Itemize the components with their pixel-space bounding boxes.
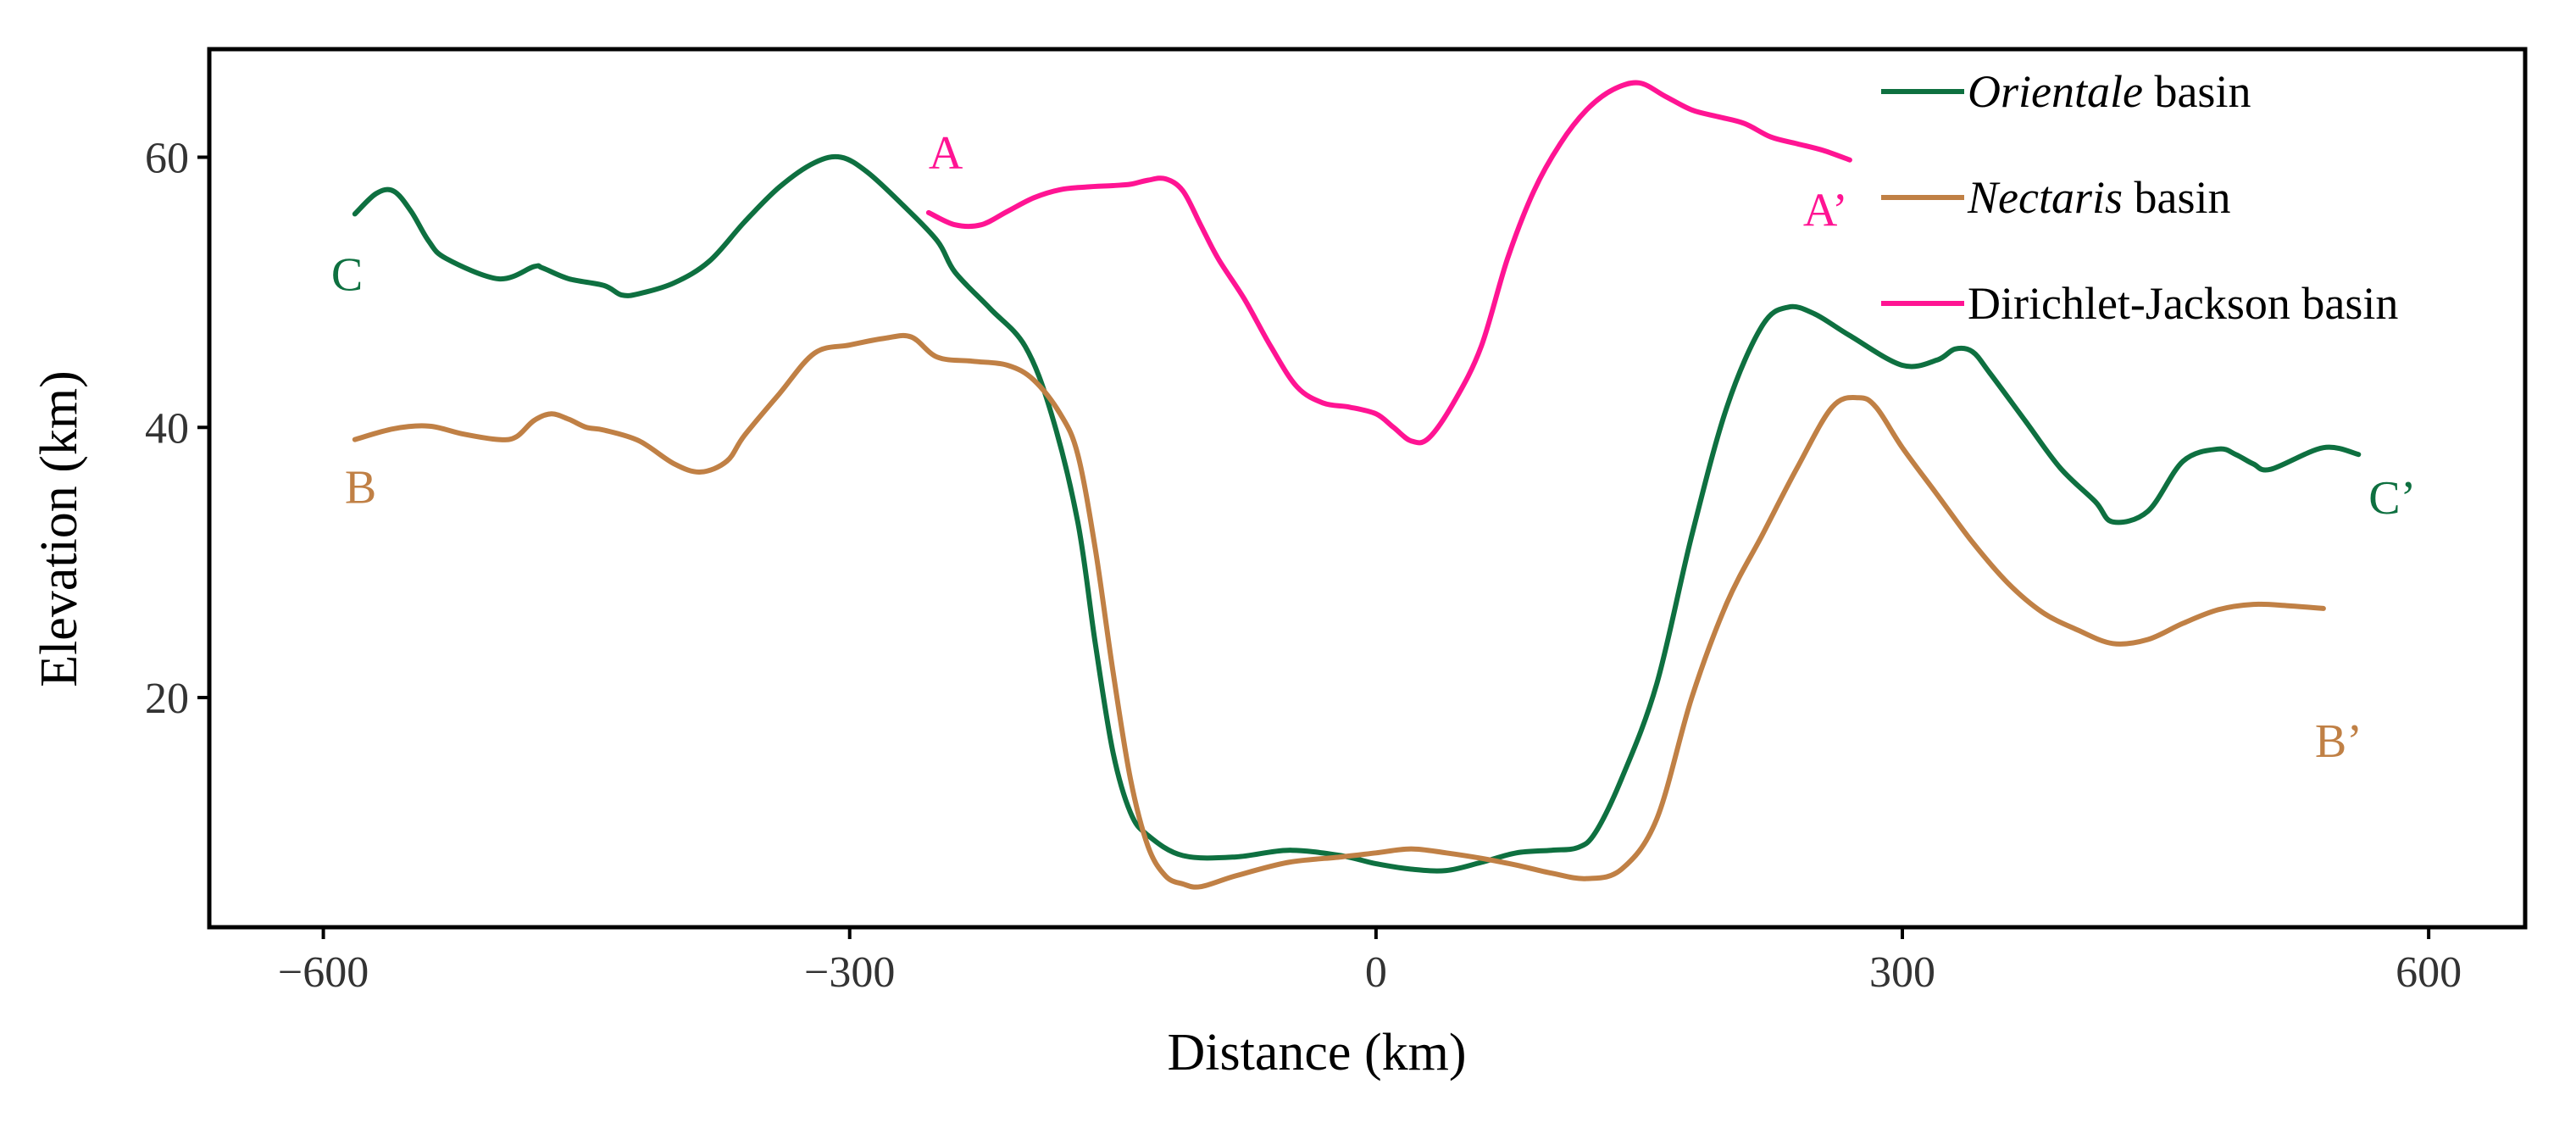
series-line-orientale bbox=[352, 153, 2362, 874]
profile-start-label-dirichlet: A bbox=[929, 127, 963, 180]
profile-start-label-orientale: C bbox=[331, 248, 363, 301]
legend-label-italic: Nectaris bbox=[1967, 172, 2123, 223]
legend-item-orientale: Orientale basin bbox=[1881, 66, 2251, 117]
series-line-nectaris bbox=[352, 332, 2326, 890]
legend-label-text: basin bbox=[2143, 66, 2251, 117]
x-tick-label: 600 bbox=[2396, 948, 2462, 997]
series-line-dirichlet bbox=[925, 80, 1852, 446]
plot-area: C C’ B B’ A A’ bbox=[207, 47, 2528, 930]
legend-item-dirichlet: Dirichlet-Jackson basin bbox=[1881, 278, 2398, 329]
series-layer bbox=[352, 80, 2362, 890]
legend-item-nectaris: Nectaris basin bbox=[1881, 172, 2231, 223]
legend-label: Nectaris basin bbox=[1967, 172, 2231, 223]
profile-end-label-orientale: C’ bbox=[2368, 472, 2416, 525]
profile-end-label-nectaris: B’ bbox=[2315, 715, 2362, 768]
y-axis-title: Elevation (km) bbox=[31, 370, 88, 687]
x-tick-label: −300 bbox=[804, 948, 895, 997]
profile-end-label-dirichlet: A’ bbox=[1803, 185, 1848, 237]
end-label-layer: C C’ B B’ A A’ bbox=[331, 127, 2416, 768]
legend-label-text: Dirichlet-Jackson basin bbox=[1968, 278, 2398, 329]
legend-label: Dirichlet-Jackson basin bbox=[1968, 278, 2398, 329]
y-tick-label: 40 bbox=[145, 404, 189, 453]
y-tick-label: 20 bbox=[145, 675, 189, 723]
plot-frame bbox=[207, 47, 2528, 930]
x-tick-label: −600 bbox=[278, 948, 369, 997]
axes-layer: −600 −300 0 300 600 20 40 60 bbox=[145, 135, 2462, 997]
y-tick-label: 60 bbox=[145, 135, 189, 183]
x-tick-label: 300 bbox=[1869, 948, 1935, 997]
x-axis-title: Distance (km) bbox=[1168, 1024, 1467, 1081]
legend-label: Orientale basin bbox=[1968, 66, 2251, 117]
legend-label-text: basin bbox=[2123, 172, 2231, 223]
profile-start-label-nectaris: B bbox=[345, 462, 376, 514]
x-tick-label: 0 bbox=[1365, 948, 1387, 997]
legend-label-italic: Orientale bbox=[1968, 66, 2143, 117]
